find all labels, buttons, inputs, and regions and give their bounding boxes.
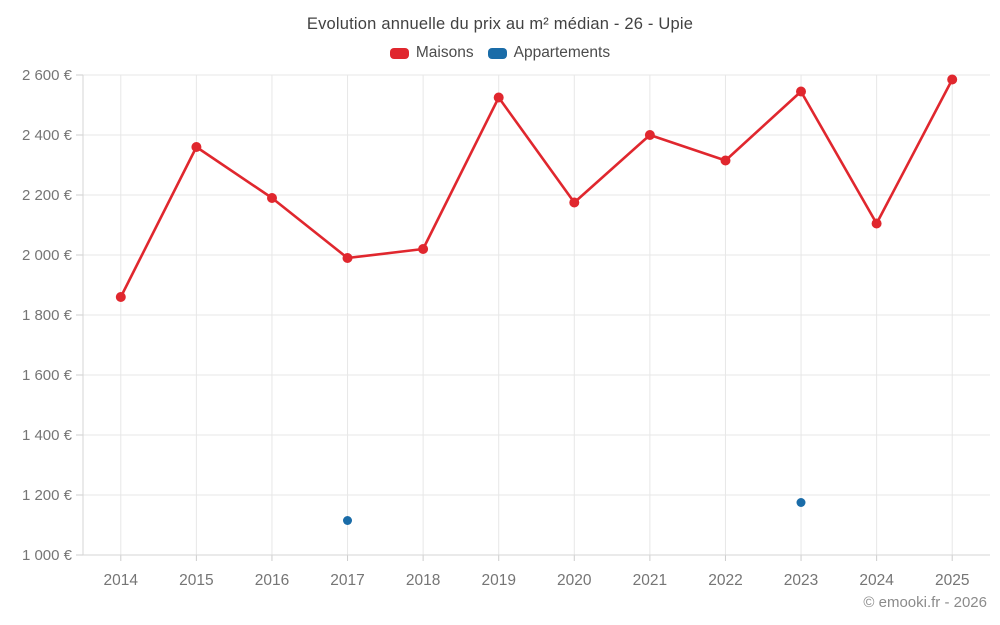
legend-swatch-appartements <box>487 47 507 59</box>
x-axis-label: 2025 <box>935 572 969 589</box>
x-axis-label: 2018 <box>406 572 440 589</box>
legend: Maisons Appartements <box>0 44 1000 62</box>
y-axis-label: 2 600 € <box>22 67 73 84</box>
y-axis-label: 1 600 € <box>22 367 73 384</box>
y-axis-label: 1 400 € <box>22 427 73 444</box>
data-point-maisons-2020 <box>569 197 580 208</box>
legend-item-appartements[interactable]: Appartements <box>487 44 611 62</box>
x-axis-label: 2016 <box>255 572 289 589</box>
legend-swatch-maisons <box>389 47 409 59</box>
x-axis-label: 2019 <box>481 572 515 589</box>
data-point-maisons-2019 <box>493 92 504 103</box>
y-axis-label: 1 000 € <box>22 547 73 564</box>
data-point-maisons-2025 <box>947 74 958 85</box>
x-axis-label: 2024 <box>859 572 894 589</box>
watermark: © emooki.fr - 2026 <box>863 594 987 611</box>
legend-label: Appartements <box>513 44 611 61</box>
x-axis-label: 2015 <box>179 572 213 589</box>
legend-label: Maisons <box>415 44 474 61</box>
y-axis-label: 1 200 € <box>22 487 73 504</box>
data-point-maisons-2016 <box>267 193 277 203</box>
data-point-maisons-2024 <box>871 218 882 229</box>
y-axis-label: 2 000 € <box>22 247 73 264</box>
y-axis-label: 2 200 € <box>22 187 73 204</box>
x-axis-label: 2021 <box>633 572 667 589</box>
legend-item-maisons[interactable]: Maisons <box>389 44 474 62</box>
x-axis-label: 2017 <box>330 572 364 589</box>
data-point-maisons-2018 <box>418 244 429 254</box>
data-point-maisons-2023 <box>796 86 806 97</box>
data-point-appartements-2023 <box>796 498 806 507</box>
data-point-maisons-2014 <box>115 292 126 302</box>
data-point-maisons-2021 <box>644 130 655 140</box>
x-axis-label: 2023 <box>784 572 818 589</box>
series-line-maisons <box>119 78 954 299</box>
y-axis-label: 1 800 € <box>22 307 73 324</box>
data-point-maisons-2022 <box>720 155 731 166</box>
data-point-appartements-2017 <box>343 516 352 525</box>
x-axis-label: 2014 <box>104 572 139 589</box>
x-axis-label: 2022 <box>708 572 742 589</box>
x-axis-label: 2020 <box>557 572 592 589</box>
y-axis-label: 2 400 € <box>22 127 73 144</box>
data-point-maisons-2015 <box>191 142 202 152</box>
chart-title: Evolution annuelle du prix au m² médian … <box>306 15 694 33</box>
data-point-maisons-2017 <box>342 253 353 263</box>
